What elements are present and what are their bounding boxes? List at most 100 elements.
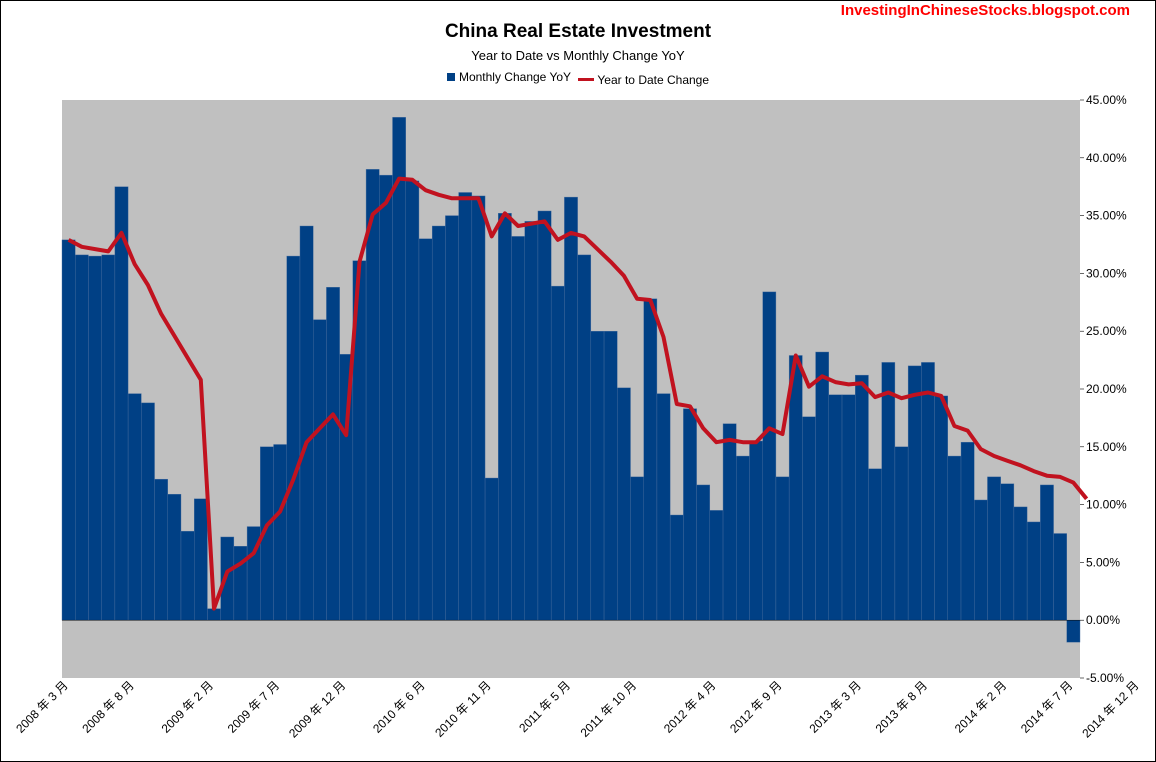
bar bbox=[273, 444, 287, 621]
bar bbox=[802, 416, 816, 621]
legend-line-swatch bbox=[578, 78, 595, 81]
bar bbox=[907, 365, 922, 621]
x-axis: 2008 年 3 月 2008 年 8 月 2009 年 2 月 2009 年 7 月… bbox=[13, 678, 1141, 740]
bar bbox=[1000, 483, 1015, 621]
y-tick-label: 10.00% bbox=[1086, 498, 1127, 512]
bar bbox=[431, 225, 446, 621]
y-tick-label: 35.00% bbox=[1086, 209, 1127, 223]
bar bbox=[180, 530, 195, 621]
bar bbox=[445, 215, 459, 621]
bar bbox=[881, 362, 896, 621]
y-tick-label: 45.00% bbox=[1086, 93, 1127, 107]
bar bbox=[405, 180, 420, 621]
bar bbox=[61, 239, 76, 621]
y-tick-label: 30.00% bbox=[1086, 266, 1127, 280]
bar bbox=[775, 476, 790, 621]
bar bbox=[88, 255, 102, 621]
bar bbox=[194, 498, 208, 621]
bar bbox=[154, 478, 168, 621]
bar bbox=[141, 402, 155, 621]
bar bbox=[299, 225, 314, 621]
x-tick-label: 2012 年 4 月 bbox=[661, 678, 719, 736]
bar bbox=[934, 395, 948, 621]
x-tick-label: 2014 年 7 月 bbox=[1018, 678, 1076, 736]
chart-subtitle: Year to Date vs Monthly Change YoY bbox=[471, 48, 685, 63]
bar bbox=[749, 440, 763, 621]
bar bbox=[987, 476, 1001, 621]
bar bbox=[894, 446, 909, 621]
bar bbox=[75, 254, 89, 621]
bar bbox=[762, 291, 777, 621]
bar bbox=[868, 468, 882, 621]
bar bbox=[392, 117, 406, 621]
y-tick-label: 0.00% bbox=[1086, 613, 1120, 627]
bar bbox=[577, 254, 592, 621]
x-tick-label: 2014 年 2 月 bbox=[952, 678, 1010, 736]
bar bbox=[974, 499, 988, 621]
legend-item-ytd: Year to Date Change bbox=[578, 73, 709, 87]
bar bbox=[617, 387, 631, 621]
y-tick-label: 5.00% bbox=[1086, 555, 1120, 569]
bar bbox=[1013, 506, 1028, 621]
x-tick-label: 2011 年 5 月 bbox=[516, 678, 573, 735]
bar bbox=[101, 254, 116, 621]
y-axis: -5.00% 0.00% 5.00% 10.00% 15.00% 20.00% 25.00%… bbox=[1080, 93, 1127, 685]
bar bbox=[841, 394, 856, 621]
bar bbox=[458, 192, 473, 621]
bar bbox=[669, 514, 684, 621]
bar bbox=[815, 351, 830, 621]
bar bbox=[326, 287, 340, 621]
bar bbox=[1053, 533, 1067, 621]
x-tick-label: 2012 年 9 月 bbox=[727, 678, 785, 736]
bar bbox=[564, 196, 578, 621]
bar bbox=[220, 536, 235, 621]
y-tick-label: 25.00% bbox=[1086, 324, 1127, 338]
bar bbox=[590, 331, 605, 621]
bar bbox=[233, 546, 248, 621]
watermark: InvestingInChineseStocks.blogspot.com bbox=[840, 2, 1130, 19]
bar bbox=[511, 236, 525, 621]
x-tick-label: 2013 年 8 月 bbox=[873, 678, 931, 736]
bar bbox=[484, 477, 499, 621]
bar bbox=[379, 174, 393, 621]
bar bbox=[709, 510, 724, 621]
bar bbox=[127, 393, 142, 621]
bar bbox=[947, 455, 962, 621]
bar bbox=[498, 213, 512, 621]
bar bbox=[286, 255, 301, 621]
x-tick-label: 2014 年 12 月 bbox=[1079, 678, 1141, 740]
bar bbox=[603, 331, 618, 621]
bar bbox=[630, 476, 644, 621]
legend-item-monthly: Monthly Change YoY bbox=[446, 70, 571, 84]
bar bbox=[471, 195, 486, 621]
bar bbox=[537, 210, 552, 621]
x-tick-label: 2009 年 2 月 bbox=[159, 678, 217, 736]
legend-label-ytd: Year to Date Change bbox=[597, 72, 710, 87]
bar bbox=[643, 298, 658, 621]
bar bbox=[1026, 521, 1041, 621]
ytd-line bbox=[67, 176, 1089, 611]
bar bbox=[921, 362, 935, 621]
chart-title: China Real Estate Investment bbox=[444, 21, 712, 42]
bar bbox=[828, 394, 843, 621]
bar bbox=[550, 285, 565, 621]
bar bbox=[855, 374, 869, 621]
bar bbox=[312, 319, 327, 621]
y-tick-label: -5.00% bbox=[1086, 671, 1124, 685]
x-tick-label: 2010 年 11 月 bbox=[432, 678, 494, 740]
bar bbox=[788, 355, 803, 621]
bar bbox=[960, 441, 975, 621]
x-tick-label: 2009 年 12 月 bbox=[286, 678, 348, 740]
bar bbox=[736, 455, 750, 621]
bar bbox=[722, 423, 737, 621]
bar bbox=[1040, 484, 1054, 621]
bar bbox=[1066, 620, 1081, 643]
x-tick-label: 2011 年 10 月 bbox=[578, 678, 640, 740]
legend: Monthly Change YoY Year to Date Change bbox=[0, 70, 1156, 87]
x-tick-label: 2008 年 8 月 bbox=[79, 678, 137, 736]
bar bbox=[418, 238, 433, 621]
bar bbox=[696, 484, 711, 621]
y-tick-label: 40.00% bbox=[1086, 151, 1127, 165]
x-tick-label: 2013 年 3 月 bbox=[806, 678, 864, 736]
